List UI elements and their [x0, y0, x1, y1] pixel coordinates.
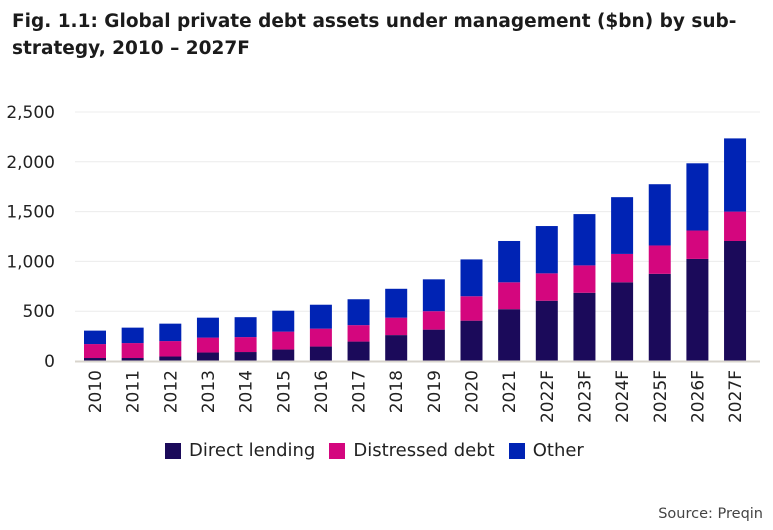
- bar-segment-direct-lending: [422, 329, 445, 361]
- y-tick-label: 1,500: [6, 203, 55, 223]
- bar-segment-other: [196, 317, 219, 338]
- bar-segment-direct-lending: [196, 352, 219, 361]
- legend-item-other: Other: [508, 440, 584, 461]
- bar-segment-other: [498, 240, 521, 283]
- bar-segment-distressed-debt: [498, 282, 521, 310]
- bar-segment-direct-lending: [84, 358, 106, 361]
- y-tick-label: 2,000: [6, 153, 55, 173]
- legend-swatch: [508, 442, 525, 459]
- bar-segment-direct-lending: [347, 341, 370, 361]
- bar-segment-other: [686, 163, 709, 231]
- x-tick-label: 2013: [199, 370, 219, 413]
- x-tick-label: 2020: [463, 370, 483, 413]
- x-tick-label: 2021: [500, 370, 520, 413]
- x-tick-label: 2018: [387, 370, 407, 413]
- bar-segment-other: [724, 138, 747, 212]
- bar-segment-direct-lending: [611, 282, 634, 361]
- bar-segment-other: [648, 184, 671, 246]
- y-tick-label: 2,500: [6, 103, 55, 123]
- y-tick-label: 500: [23, 302, 55, 322]
- legend-label: Direct lending: [189, 440, 316, 461]
- x-tick-label: 2011: [124, 370, 144, 413]
- bar-segment-distressed-debt: [347, 325, 370, 342]
- bar-segment-distressed-debt: [686, 230, 709, 259]
- bar-segment-direct-lending: [648, 273, 671, 361]
- bar-segment-direct-lending: [573, 292, 596, 361]
- x-tick-label: 2019: [425, 370, 445, 413]
- bar-segment-direct-lending: [460, 320, 483, 361]
- legend-swatch: [329, 442, 346, 459]
- x-tick-label: 2022F: [538, 370, 558, 423]
- x-tick-label: 2014: [237, 370, 257, 413]
- source-note: Source: Preqin: [658, 506, 763, 522]
- bar-segment-other: [347, 299, 370, 326]
- bar-segment-distressed-debt: [573, 265, 596, 293]
- legend-item-direct-lending: Direct lending: [165, 440, 315, 461]
- x-tick-label: 2016: [312, 370, 332, 413]
- bar-segment-distressed-debt: [84, 344, 106, 359]
- bar-segment-direct-lending: [498, 309, 521, 361]
- bar-segment-direct-lending: [159, 356, 182, 361]
- legend-item-distressed-debt: Distressed debt: [329, 440, 495, 461]
- bar-segment-other: [234, 317, 257, 338]
- y-tick-label: 0: [44, 352, 55, 372]
- legend-label: Distressed debt: [353, 440, 495, 461]
- bar-segment-other: [611, 197, 634, 254]
- bar-segment-direct-lending: [309, 346, 332, 361]
- x-tick-label: 2027F: [726, 370, 746, 423]
- bar-segment-direct-lending: [121, 358, 144, 361]
- bar-segment-other: [84, 330, 106, 345]
- bar-segment-other: [573, 214, 596, 266]
- bar-segment-direct-lending: [385, 335, 408, 361]
- x-tick-label: 2012: [161, 370, 181, 413]
- bar-segment-distressed-debt: [611, 253, 634, 283]
- bar-segment-other: [385, 288, 408, 318]
- bar-segment-distressed-debt: [648, 245, 671, 274]
- bar-segment-distressed-debt: [385, 317, 408, 336]
- bar-segment-distressed-debt: [460, 296, 483, 321]
- x-tick-label: 2023F: [575, 370, 595, 423]
- bar-segment-other: [535, 226, 558, 274]
- bar-segment-distressed-debt: [121, 343, 144, 359]
- bar-segment-direct-lending: [535, 300, 558, 361]
- bar-segment-distressed-debt: [272, 331, 295, 350]
- bar-segment-other: [272, 310, 295, 332]
- x-tick-label: 2017: [350, 370, 370, 413]
- bar-segment-other: [460, 259, 483, 297]
- bar-segment-other: [422, 279, 445, 312]
- bar-segment-other: [121, 327, 144, 344]
- bar-segment-distressed-debt: [422, 311, 445, 330]
- legend-swatch: [165, 442, 181, 459]
- x-tick-label: 2025F: [651, 370, 671, 423]
- y-tick-label: 1,000: [6, 252, 55, 272]
- bar-segment-distressed-debt: [159, 341, 182, 357]
- bar-segment-direct-lending: [724, 240, 747, 361]
- bar-segment-other: [309, 304, 332, 329]
- legend: Direct lending Distressed debt Other: [165, 440, 584, 461]
- x-tick-label: 2026F: [688, 370, 708, 423]
- bar-segment-distressed-debt: [196, 337, 219, 353]
- chart-title: Fig. 1.1: Global private debt assets und…: [12, 11, 737, 59]
- x-tick-label: 2024F: [613, 370, 633, 423]
- x-tick-label: 2010: [86, 370, 106, 413]
- bar-segment-direct-lending: [686, 258, 709, 361]
- bar-segment-distressed-debt: [535, 273, 558, 301]
- bar-segment-distressed-debt: [234, 337, 257, 353]
- bar-segment-direct-lending: [272, 349, 295, 361]
- x-tick-label: 2015: [274, 370, 294, 413]
- legend-label: Other: [532, 440, 584, 461]
- bar-segment-other: [159, 323, 182, 342]
- bar-segment-distressed-debt: [724, 211, 747, 241]
- bar-segment-direct-lending: [234, 352, 257, 361]
- bar-segment-distressed-debt: [309, 328, 332, 347]
